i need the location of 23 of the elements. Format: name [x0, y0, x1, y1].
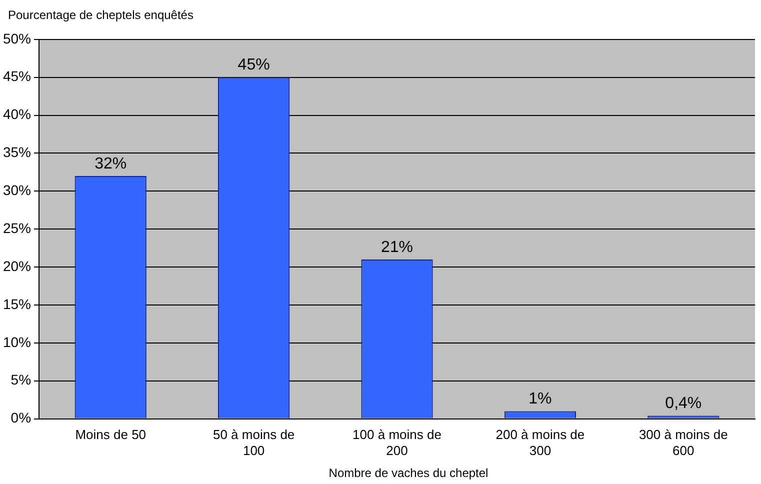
x-tick-label: 200 à moins de 300 [496, 427, 585, 458]
x-axis-title: Nombre de vaches du cheptel [328, 466, 490, 480]
data-label: 21% [380, 238, 414, 256]
y-tick-label: 45% [2, 68, 32, 84]
y-tick-label: 10% [2, 334, 32, 350]
y-axis-title: Pourcentage de cheptels enquêtés [8, 8, 194, 22]
y-tick-label: 0% [10, 410, 32, 426]
y-tick-label: 35% [2, 144, 32, 160]
y-tick-label: 40% [2, 106, 32, 122]
x-tick-label: 50 à moins de 100 [212, 427, 295, 458]
y-tick-label: 5% [10, 372, 32, 388]
x-tick-label: 100 à moins de 200 [352, 427, 442, 458]
y-tick-label: 50% [2, 30, 32, 46]
data-label: 32% [94, 155, 127, 172]
data-label: 45% [238, 56, 270, 74]
y-tick-label: 20% [2, 258, 32, 274]
data-label: 0,4% [665, 395, 702, 412]
data-label: 1% [528, 390, 552, 408]
x-tick-label: Moins de 50 [75, 427, 146, 442]
y-tick-label: 15% [2, 296, 32, 312]
x-tick-label: 300 à moins de 600 [638, 427, 728, 458]
y-tick-label: 25% [2, 220, 32, 236]
y-tick-label: 30% [2, 182, 32, 198]
